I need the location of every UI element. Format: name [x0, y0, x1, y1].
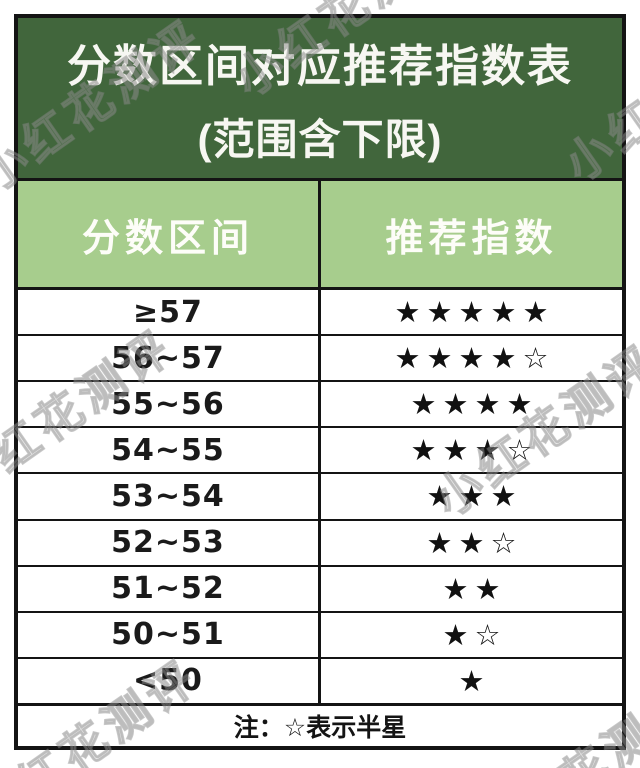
column-header-row: 分数区间 推荐指数	[18, 181, 622, 290]
table-title-block: 分数区间对应推荐指数表 (范围含下限)	[18, 18, 622, 181]
table-row: ≥57 ★★★★★	[18, 290, 622, 337]
star-rating-cell: ★★☆	[426, 525, 523, 560]
table-row: 54~55 ★★★☆	[18, 428, 622, 475]
star-rating-cell: ★☆	[442, 617, 507, 652]
star-rating-cell: ★★★	[426, 479, 523, 514]
table-row: 50~51 ★☆	[18, 612, 622, 659]
table-title: 分数区间对应推荐指数表	[67, 41, 573, 91]
score-range-cell: 53~54	[18, 474, 321, 519]
column-header-recommendation-index: 推荐指数	[385, 217, 558, 260]
score-range-cell: 51~52	[18, 566, 321, 611]
table-row: 55~56 ★★★★	[18, 382, 622, 429]
star-rating-cell: ★	[458, 663, 491, 698]
star-rating-cell: ★★★★	[410, 387, 539, 422]
table-subtitle: (范围含下限)	[197, 115, 443, 163]
star-rating-cell: ★★★☆	[410, 433, 539, 468]
table-row: <50 ★	[18, 658, 622, 706]
table-row: 52~53 ★★☆	[18, 520, 622, 567]
score-range-cell: 52~53	[18, 520, 321, 565]
score-range-cell: 54~55	[18, 428, 321, 473]
star-rating-cell: ★★★★☆	[394, 341, 555, 376]
score-range-cell: ≥57	[18, 290, 321, 335]
score-range-cell: 55~56	[18, 382, 321, 427]
table-row: 56~57 ★★★★☆	[18, 336, 622, 383]
score-range-cell: 50~51	[18, 612, 321, 657]
column-header-score-range: 分数区间	[18, 181, 321, 287]
table-row: 53~54 ★★★	[18, 474, 622, 521]
score-range-cell: <50	[18, 658, 321, 703]
footnote: 注：☆表示半星	[18, 706, 622, 746]
score-range-cell: 56~57	[18, 336, 321, 381]
table-row: 51~52 ★★	[18, 566, 622, 613]
score-recommendation-table: 分数区间对应推荐指数表 (范围含下限) 分数区间 推荐指数 ≥57 ★★★★★ 56…	[14, 14, 626, 750]
star-rating-cell: ★★★★★	[394, 295, 555, 330]
star-rating-cell: ★★	[442, 571, 507, 606]
table-body: ≥57 ★★★★★ 56~57 ★★★★☆ 55~56 ★★★★ 54~55 ★★★☆ 53~5…	[18, 290, 622, 706]
